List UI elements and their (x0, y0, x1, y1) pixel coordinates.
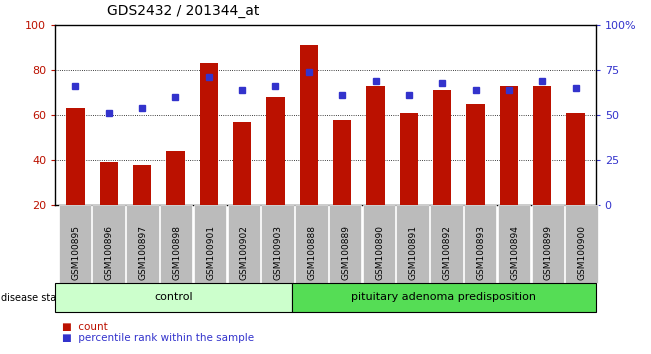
Bar (233, 122, 251, 251)
Text: GSM100897: GSM100897 (139, 225, 148, 280)
Text: GSM100903: GSM100903 (273, 225, 283, 280)
Text: GSM100902: GSM100902 (240, 225, 249, 280)
Bar (200, 63, 218, 251)
Text: GSM100895: GSM100895 (71, 225, 80, 280)
Text: pituitary adenoma predisposition: pituitary adenoma predisposition (351, 292, 536, 302)
Bar (333, 120, 352, 251)
Text: GSM100894: GSM100894 (510, 225, 519, 280)
Text: ■  percentile rank within the sample: ■ percentile rank within the sample (62, 333, 254, 343)
Bar (100, 162, 118, 251)
Bar (299, 45, 318, 251)
Text: GSM100891: GSM100891 (409, 225, 418, 280)
Text: GDS2432 / 201344_at: GDS2432 / 201344_at (107, 4, 260, 18)
Text: GSM100889: GSM100889 (341, 225, 350, 280)
Text: GSM100896: GSM100896 (105, 225, 114, 280)
Bar (266, 97, 284, 251)
Text: GSM100900: GSM100900 (577, 225, 587, 280)
Bar (66, 108, 85, 251)
Bar (133, 165, 151, 251)
Text: disease state ▶: disease state ▶ (1, 292, 77, 302)
Bar (166, 151, 185, 251)
Bar (566, 113, 585, 251)
Text: GSM100899: GSM100899 (544, 225, 553, 280)
Text: GSM100890: GSM100890 (375, 225, 384, 280)
Text: GSM100901: GSM100901 (206, 225, 215, 280)
Text: ■  count: ■ count (62, 322, 107, 332)
Bar (500, 86, 518, 251)
Text: GSM100892: GSM100892 (443, 225, 452, 280)
Bar (433, 90, 451, 251)
Text: GSM100898: GSM100898 (173, 225, 182, 280)
Bar (466, 104, 485, 251)
Bar (367, 86, 385, 251)
Text: GSM100888: GSM100888 (307, 225, 316, 280)
Bar (533, 86, 551, 251)
Text: control: control (154, 292, 193, 302)
Bar (400, 113, 418, 251)
Text: GSM100893: GSM100893 (477, 225, 486, 280)
